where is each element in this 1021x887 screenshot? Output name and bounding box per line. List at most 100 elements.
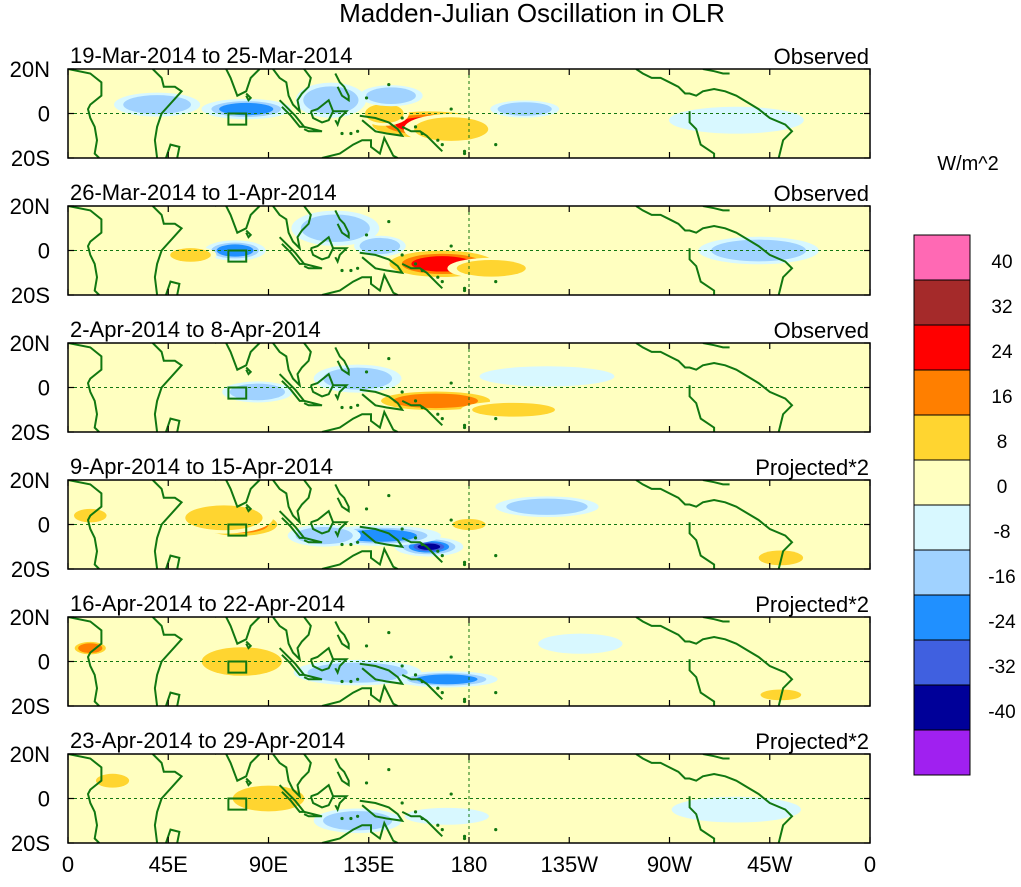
island xyxy=(462,562,467,567)
panel-plot-area xyxy=(68,480,870,569)
island xyxy=(349,679,353,684)
island xyxy=(420,268,424,273)
anomaly-contour xyxy=(303,86,359,114)
coastline xyxy=(359,251,405,275)
panel: 20N 0 20S 16-Apr-2014 to 22-Apr-2014 Project… xyxy=(10,591,871,719)
panel-plot-area xyxy=(68,69,870,158)
coastline xyxy=(272,206,312,252)
index-box xyxy=(227,523,248,537)
anomaly-contour xyxy=(366,87,416,104)
island xyxy=(349,131,353,136)
olr-anomaly xyxy=(845,648,870,662)
panel: 20N 0 20S 26-Mar-2014 to 1-Apr-2014 Observed xyxy=(10,180,871,308)
anomaly-contour xyxy=(529,231,720,257)
y-tick-label: 0 xyxy=(38,513,50,538)
index-box xyxy=(227,112,248,126)
index-box xyxy=(227,386,248,400)
anomaly-contour xyxy=(171,385,233,403)
coastline xyxy=(688,796,716,843)
anomaly-contour xyxy=(295,527,353,545)
panel-kind-label: Projected*2 xyxy=(755,455,869,480)
island xyxy=(440,691,444,695)
island xyxy=(462,836,467,841)
island xyxy=(494,554,498,558)
olr-anomaly xyxy=(359,101,409,126)
y-tick-label: 20N xyxy=(10,742,50,767)
colorbar-swatch xyxy=(913,279,971,326)
anomaly-contour xyxy=(170,248,211,262)
coastline xyxy=(635,617,794,706)
coastline xyxy=(334,346,350,376)
island xyxy=(440,554,444,558)
y-tick-label: 20N xyxy=(10,605,50,630)
y-tick-label: 0 xyxy=(38,102,50,127)
panel-period-label: 16-Apr-2014 to 22-Apr-2014 xyxy=(70,591,345,616)
coastline xyxy=(702,343,730,349)
anomaly-contour xyxy=(359,237,401,255)
island xyxy=(462,425,467,430)
island xyxy=(449,107,453,111)
colorbar-tick-label: 0 xyxy=(997,477,1008,498)
coastline xyxy=(635,343,794,432)
coastline xyxy=(334,483,350,513)
panel-period-label: 9-Apr-2014 to 15-Apr-2014 xyxy=(70,454,333,479)
y-tick-label: 20S xyxy=(11,557,50,582)
anomaly-contour xyxy=(393,393,479,409)
island xyxy=(494,691,498,695)
coastline xyxy=(272,617,312,663)
island xyxy=(364,370,369,374)
x-tick-label: 45E xyxy=(149,852,188,877)
colorbar-tick-label: -24 xyxy=(988,612,1016,633)
colorbar-tick-label: -32 xyxy=(988,657,1015,678)
coastline xyxy=(272,480,312,526)
panel-plot-area xyxy=(68,754,870,843)
y-tick-label: 0 xyxy=(38,376,50,401)
anomaly-contour xyxy=(472,402,555,417)
island xyxy=(356,540,360,544)
panel: 20N 0 20S 9-Apr-2014 to 15-Apr-2014 Projecte… xyxy=(10,454,871,582)
coastline xyxy=(333,795,349,813)
y-tick-label: 20N xyxy=(10,194,50,219)
colorbar-tick-label: -16 xyxy=(988,567,1015,588)
colorbar-swatch xyxy=(913,234,971,281)
island xyxy=(462,151,467,156)
colorbar-swatch xyxy=(913,369,971,416)
coastline xyxy=(321,272,399,295)
coastline xyxy=(303,673,323,681)
island xyxy=(349,268,353,273)
coastline xyxy=(303,125,323,133)
olr-anomaly xyxy=(164,246,217,264)
coastline xyxy=(334,621,350,650)
island xyxy=(494,280,498,284)
colorbar-swatch xyxy=(913,504,971,551)
anomaly-contour xyxy=(497,102,552,116)
island xyxy=(387,493,391,498)
coastline xyxy=(245,640,253,650)
anomaly-contour xyxy=(219,102,274,116)
island xyxy=(440,417,444,421)
island xyxy=(436,275,440,279)
coastline xyxy=(245,229,253,239)
island xyxy=(462,288,467,293)
x-axis: 0 45E 90E 135E 180 135W 90W 45W 0 xyxy=(62,852,876,877)
coastline xyxy=(702,206,730,212)
island xyxy=(462,699,467,704)
island xyxy=(387,356,391,361)
island xyxy=(356,677,360,681)
olr-anomaly xyxy=(114,92,201,117)
island xyxy=(436,138,440,142)
coastline xyxy=(165,691,181,706)
panel: 20N 0 20S 19-Mar-2014 to 25-Mar-2014 Observe… xyxy=(10,43,871,171)
index-box xyxy=(227,797,248,811)
coastline xyxy=(635,480,794,569)
olr-anomaly xyxy=(529,88,720,121)
coastline xyxy=(215,206,261,235)
colorbar-tick-label: 40 xyxy=(991,252,1012,273)
island xyxy=(494,143,498,147)
island xyxy=(340,816,344,821)
island xyxy=(436,823,440,827)
x-tick-label: 90E xyxy=(249,852,288,877)
panel: 20N 0 20S 2-Apr-2014 to 8-Apr-2014 Observed xyxy=(10,317,871,445)
coastline xyxy=(702,69,730,75)
island xyxy=(413,262,418,266)
